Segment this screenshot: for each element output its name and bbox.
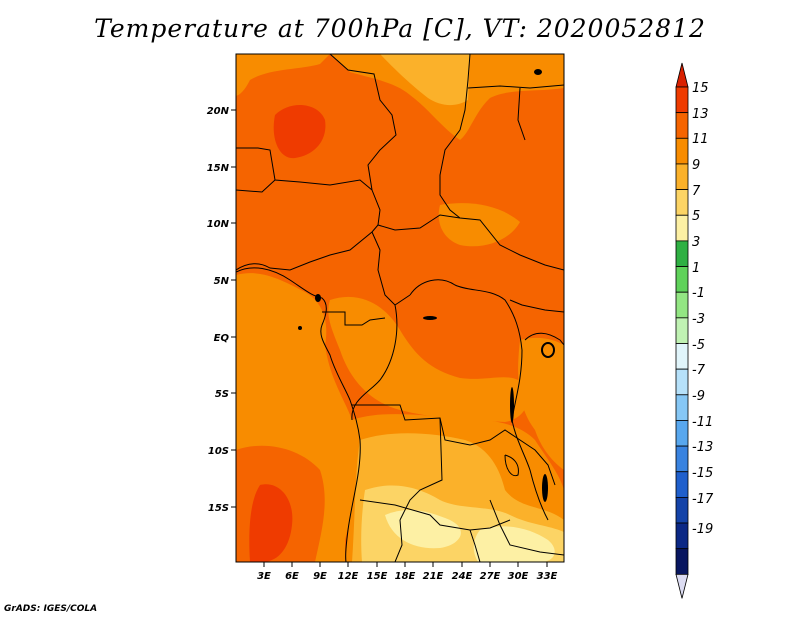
lon-tick-label: 30E xyxy=(508,571,529,582)
lon-tick-label: 9E xyxy=(313,571,327,582)
lon-tick-label: 6E xyxy=(285,571,299,582)
lon-tick-label: 12E xyxy=(338,571,359,582)
colorbar-labels: 15 13 11 9 7 5 3 1 -1 -3 -5 -7 -9 -11 -1… xyxy=(692,81,714,537)
lat-tick-label: 10N xyxy=(207,219,230,230)
chart-title: Temperature at 700hPa [C], VT: 202005281… xyxy=(94,14,706,43)
lat-tick-label: 15S xyxy=(208,503,229,514)
lat-tick-label: 15N xyxy=(207,163,230,174)
colorbar-swatch xyxy=(675,291,689,319)
colorbar-swatch xyxy=(675,86,689,114)
lon-tick-label: 24E xyxy=(452,571,473,582)
field-13c-southwest xyxy=(249,484,293,562)
lake-victoria xyxy=(541,342,555,358)
field-3c-south xyxy=(385,510,461,549)
colorbar-swatch xyxy=(675,317,689,344)
colorbar-label: 7 xyxy=(692,184,701,199)
lat-tick-label: EQ xyxy=(214,333,230,344)
colorbar-swatch xyxy=(675,266,689,293)
colorbar-label: -13 xyxy=(692,440,713,455)
colorbar-label: 5 xyxy=(692,209,700,224)
lon-tick-label: 33E xyxy=(537,571,558,582)
colorbar-label: 15 xyxy=(692,81,709,96)
colorbar-swatch xyxy=(675,343,689,370)
colorbar-label: -3 xyxy=(692,312,705,327)
grads-credit: GrADS: IGES/COLA xyxy=(4,604,98,614)
lake-mai-ndombe xyxy=(423,316,437,320)
colorbar-swatches xyxy=(675,62,689,599)
colorbar-label: 9 xyxy=(692,158,700,173)
lakes xyxy=(298,69,555,502)
country-borders xyxy=(236,54,564,562)
colorbar-label: -17 xyxy=(692,492,714,507)
field-9c-east xyxy=(518,337,564,470)
lon-axis: 3E 6E 9E 12E 15E 18E 21E 24E 27E 30E 33E xyxy=(257,562,558,582)
temperature-field xyxy=(236,54,564,562)
colorbar-label: 1 xyxy=(692,261,700,276)
lon-tick-label: 3E xyxy=(257,571,271,582)
colorbar-label: 13 xyxy=(692,107,709,122)
colorbar-swatch xyxy=(675,522,689,550)
lake-malawi xyxy=(542,474,548,502)
colorbar-swatch xyxy=(675,471,689,498)
lon-tick-label: 27E xyxy=(480,571,501,582)
colorbar-label: -11 xyxy=(692,415,713,430)
colorbar-label: -5 xyxy=(692,338,705,353)
colorbar-top-arrow xyxy=(675,62,689,88)
sao-tome-island xyxy=(298,326,302,330)
bioko-island xyxy=(315,294,321,302)
colorbar-label: -15 xyxy=(692,466,713,481)
colorbar-swatch xyxy=(675,137,689,165)
colorbar-label: 11 xyxy=(692,132,709,147)
colorbar-swatch xyxy=(675,420,689,447)
lake-tanganyika xyxy=(510,387,514,423)
colorbar-swatch xyxy=(675,112,689,139)
colorbar-swatch xyxy=(675,240,689,267)
field-3c-southeast xyxy=(473,526,555,562)
colorbar-swatch xyxy=(675,163,689,190)
colorbar-swatch xyxy=(675,445,689,473)
field-9c-central xyxy=(438,203,520,247)
field-13c-north xyxy=(273,104,326,159)
colorbar-swatch xyxy=(675,368,689,396)
lat-axis: 20N 15N 10N 5N EQ 5S 10S 15S xyxy=(207,106,236,514)
colorbar-label: -19 xyxy=(692,522,713,537)
lat-tick-label: 5N xyxy=(214,276,230,287)
field-9c-basin xyxy=(328,296,529,422)
colorbar-bottom-arrow xyxy=(675,573,689,599)
colorbar-label: -7 xyxy=(692,363,706,378)
map-frame xyxy=(235,53,565,563)
lon-tick-label: 21E xyxy=(423,571,444,582)
colorbar-swatch xyxy=(675,189,689,216)
lon-tick-label: 15E xyxy=(367,571,388,582)
colorbar-swatch xyxy=(675,214,689,242)
lat-tick-label: 20N xyxy=(207,106,230,117)
field-9c-northwest xyxy=(236,54,330,96)
colorbar-swatch xyxy=(675,548,689,575)
colorbar: 15 13 11 9 7 5 3 1 -1 -3 -5 -7 -9 -11 -1… xyxy=(675,62,714,599)
colorbar-swatch xyxy=(675,394,689,421)
colorbar-label: 3 xyxy=(692,235,700,250)
lat-tick-label: 5S xyxy=(215,389,229,400)
lon-tick-label: 18E xyxy=(395,571,416,582)
colorbar-label: -9 xyxy=(692,389,705,404)
lake-nasser xyxy=(534,69,542,75)
colorbar-label: -1 xyxy=(692,286,705,301)
lat-tick-label: 10S xyxy=(208,446,229,457)
field-7c-north xyxy=(380,54,470,106)
colorbar-swatch xyxy=(675,496,689,524)
